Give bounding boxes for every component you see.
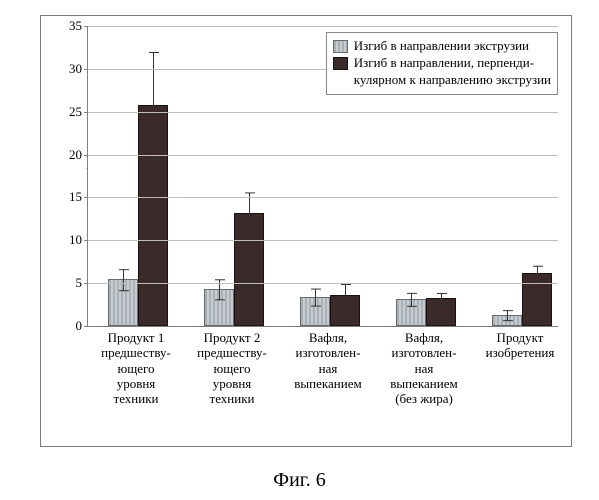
gridline <box>88 197 558 198</box>
bar-series-a <box>300 297 330 326</box>
legend-item: Изгиб в направлении экструзии <box>333 38 551 54</box>
chart-panel: Максимальное усилие (H) 05101520253035 И… <box>40 15 572 447</box>
figure-caption: Фиг. 6 <box>0 469 599 492</box>
ytick-label: 15 <box>69 189 82 205</box>
ytick-mark <box>84 283 88 284</box>
ytick-mark <box>84 197 88 198</box>
x-tick-label: Продукт 2предшеству-ющегоуровнятехники <box>185 330 279 407</box>
legend: Изгиб в направлении экструзии Изгиб в на… <box>326 32 558 95</box>
ytick-mark <box>84 69 88 70</box>
ytick-label: 0 <box>76 318 83 334</box>
bar-series-b <box>138 105 168 326</box>
ytick-mark <box>84 326 88 327</box>
legend-item: Изгиб в направлении, перпенди-кулярном к… <box>333 55 551 88</box>
bar-series-b <box>234 213 264 326</box>
ytick-mark <box>84 112 88 113</box>
gridline <box>88 283 558 284</box>
bar-series-a <box>204 289 234 326</box>
ytick-label: 30 <box>69 61 82 77</box>
gridline <box>88 26 558 27</box>
errorbar <box>249 192 250 235</box>
bar-series-a <box>108 279 138 326</box>
legend-swatch-icon <box>333 40 348 53</box>
ytick-label: 10 <box>69 232 82 248</box>
ytick-label: 25 <box>69 104 82 120</box>
bar-series-a <box>492 315 522 326</box>
ytick-label: 35 <box>69 18 82 34</box>
x-tick-label: Вафля,изготовлен-наявыпеканием <box>281 330 375 391</box>
bar-series-b <box>426 298 456 326</box>
errorbar <box>345 284 346 308</box>
errorbar <box>411 293 412 307</box>
figure: Максимальное усилие (H) 05101520253035 И… <box>0 0 599 500</box>
ytick-label: 20 <box>69 147 82 163</box>
errorbar <box>123 269 124 291</box>
bar-series-b <box>330 295 360 326</box>
errorbar <box>441 293 442 305</box>
gridline <box>88 155 558 156</box>
legend-label: Изгиб в направлении экструзии <box>354 38 529 54</box>
bar-series-b <box>522 273 552 326</box>
ytick-mark <box>84 240 88 241</box>
ytick-label: 5 <box>76 275 83 291</box>
bar-series-a <box>396 299 426 326</box>
x-tick-label: Вафля,изготовлен-наявыпеканием(без жира) <box>377 330 471 407</box>
x-tick-label: Продукт 1предшеству-ющегоуровнятехники <box>89 330 183 407</box>
ytick-mark <box>84 26 88 27</box>
legend-label: Изгиб в направлении, перпенди-кулярном к… <box>354 55 551 88</box>
gridline <box>88 112 558 113</box>
errorbar <box>315 289 316 306</box>
errorbar <box>507 310 508 320</box>
errorbar <box>537 266 538 281</box>
ytick-mark <box>84 155 88 156</box>
gridline <box>88 240 558 241</box>
legend-swatch-icon <box>333 57 348 70</box>
x-tick-label: Продуктизобретения <box>473 330 567 361</box>
